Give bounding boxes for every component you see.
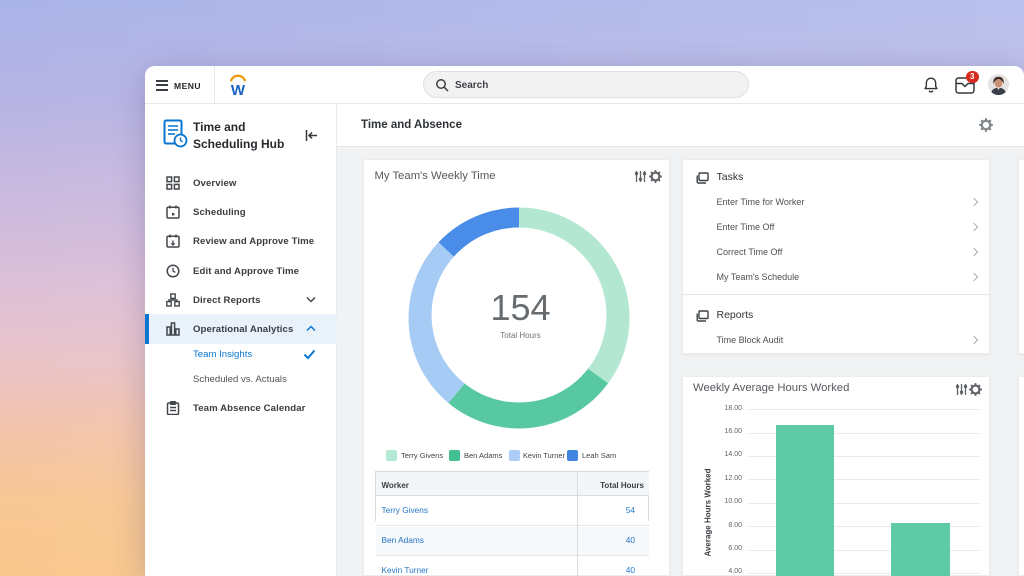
svg-text:W: W: [230, 82, 245, 99]
